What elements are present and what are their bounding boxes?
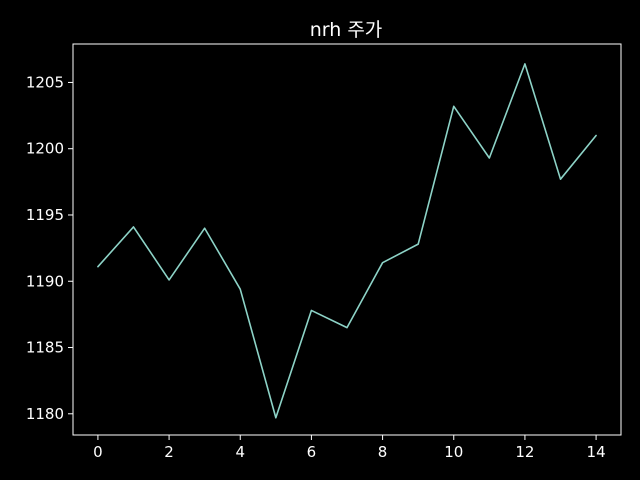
y-tick-label: 1180 — [26, 405, 64, 423]
y-tick-label: 1190 — [26, 272, 64, 290]
x-tick-label: 4 — [235, 443, 245, 461]
x-tick-label: 0 — [93, 443, 103, 461]
series-line — [97, 63, 597, 419]
chart-title: nrh 주가 — [310, 19, 383, 41]
x-tick-label: 14 — [587, 443, 606, 461]
y-tick-label: 1205 — [26, 73, 64, 91]
x-tick-label: 2 — [164, 443, 174, 461]
x-tick-label: 6 — [307, 443, 317, 461]
series-layer — [97, 63, 597, 419]
x-tick-label: 10 — [444, 443, 463, 461]
y-axis: 1180 1185 1190 1195 1200 1205 — [26, 73, 73, 423]
y-tick-label: 1200 — [26, 140, 64, 158]
x-tick-label: 12 — [515, 443, 534, 461]
y-tick-label: 1185 — [26, 339, 64, 357]
x-axis: 0 2 4 6 8 10 12 14 — [93, 435, 606, 461]
x-tick-label: 8 — [378, 443, 388, 461]
y-tick-label: 1195 — [26, 206, 64, 224]
plot-area-frame — [72, 43, 622, 436]
